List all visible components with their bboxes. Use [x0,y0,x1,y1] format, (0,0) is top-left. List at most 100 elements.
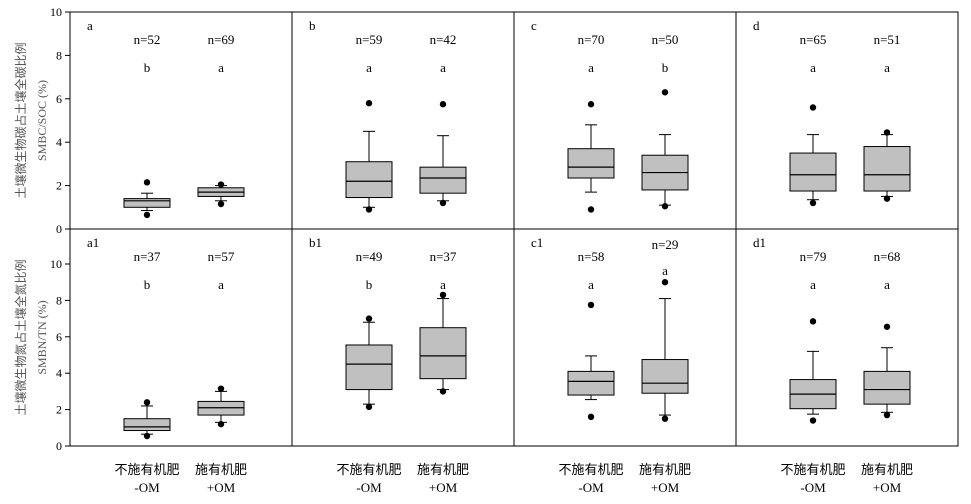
panel-label: c1 [531,235,543,250]
significance-letter: a [884,60,890,75]
outlier-point [883,195,891,202]
y-tick-label: 8 [56,48,62,62]
outlier-point [365,403,373,411]
box-iqr [863,146,911,192]
panel-frame [735,11,959,230]
x-category-label-en: -OM [800,480,826,495]
outlier-point [365,206,373,213]
box-iqr [123,418,171,432]
x-category-label-en: +OM [429,480,458,495]
sample-size-label: n=50 [652,32,679,47]
y-tick-label: 2 [56,403,62,417]
panel-label: b1 [309,235,322,250]
panel-label: b [309,18,316,33]
panel-label: a [87,18,93,33]
outlier-point [439,388,447,395]
significance-letter: a [440,60,446,75]
box-iqr [123,198,171,208]
outlier-point [587,301,595,309]
y-tick-label: 8 [56,293,62,307]
box-iqr [567,148,615,179]
y-tick-label: 2 [56,179,62,193]
significance-letter: a [218,60,224,75]
y-tick-label: 10 [50,5,62,19]
panel-frame [735,228,959,447]
sample-size-label: n=69 [208,32,235,47]
box-iqr [345,161,393,199]
outlier-point [439,291,447,299]
box-iqr [567,370,615,396]
outlier-point [883,129,891,136]
y-tick-label: 4 [56,366,62,380]
outlier-point [809,104,817,111]
outlier-point [661,279,669,286]
panel-label: c [531,18,537,33]
outlier-point [587,413,595,421]
sample-size-label: n=51 [874,32,901,47]
outlier-point [217,181,225,188]
panel-frame [513,11,737,230]
significance-letter: a [440,277,446,292]
significance-letter: a [588,277,594,292]
significance-letter: b [144,60,151,75]
outlier-point [883,323,891,330]
sample-size-label: n=49 [356,249,383,264]
significance-letter: a [366,60,372,75]
panel-frame [69,228,293,447]
box-iqr [863,370,911,405]
significance-letter: a [588,60,594,75]
box-iqr [641,359,689,394]
panel-frame [291,11,515,230]
x-category-label-en: -OM [134,480,160,495]
outlier-point [365,315,373,322]
x-category-label-en: -OM [356,480,382,495]
outlier-point [809,199,817,207]
significance-letter: a [218,277,224,292]
outlier-point [661,203,669,210]
x-category-label-cn: 施有机肥 [195,462,247,477]
outlier-point [809,417,817,424]
outlier-point [217,200,225,208]
x-category-label-cn: 不施有机肥 [558,462,623,477]
sample-size-label: n=68 [874,249,901,264]
outlier-point [661,89,669,96]
y-tick-label: 4 [56,135,62,149]
panel-frame [69,11,293,230]
sample-size-label: n=57 [208,249,235,264]
outlier-point [587,206,595,213]
y-axis-label-en: SMBN/TN (%) [35,300,49,374]
x-category-label-cn: 施有机肥 [639,462,691,477]
panel-label: a1 [87,235,99,250]
sample-size-label: n=29 [652,237,679,252]
sample-size-label: n=59 [356,32,383,47]
significance-letter: a [884,277,890,292]
sample-size-label: n=79 [800,249,827,264]
x-category-label-cn: 施有机肥 [861,462,913,477]
outlier-point [143,211,151,219]
outlier-point [143,179,151,186]
significance-letter: a [810,60,816,75]
box-iqr [789,152,837,192]
x-category-label-en: +OM [207,480,236,495]
x-category-label-en: -OM [578,480,604,495]
significance-letter: a [662,263,668,278]
x-category-label-cn: 不施有机肥 [780,462,845,477]
outlier-point [439,199,447,207]
outlier-point [439,101,447,108]
y-tick-label: 10 [50,257,62,271]
outlier-point [217,385,225,392]
sample-size-label: n=37 [134,249,161,264]
x-category-label-cn: 不施有机肥 [336,462,401,477]
y-axis-label-cn: 土壤微生物氮占土壤全氮比例 [13,259,28,415]
box-iqr [419,166,467,194]
x-category-label-en: +OM [873,480,902,495]
y-tick-label: 0 [56,222,62,236]
outlier-point [883,411,891,419]
panel-label: d1 [753,235,766,250]
outlier-point [661,415,669,422]
x-category-label-cn: 施有机肥 [417,462,469,477]
x-category-label-en: +OM [651,480,680,495]
x-category-label-cn: 不施有机肥 [114,462,179,477]
y-axis-label-cn: 土壤微生物碳占土壤全碳比例 [13,42,28,198]
